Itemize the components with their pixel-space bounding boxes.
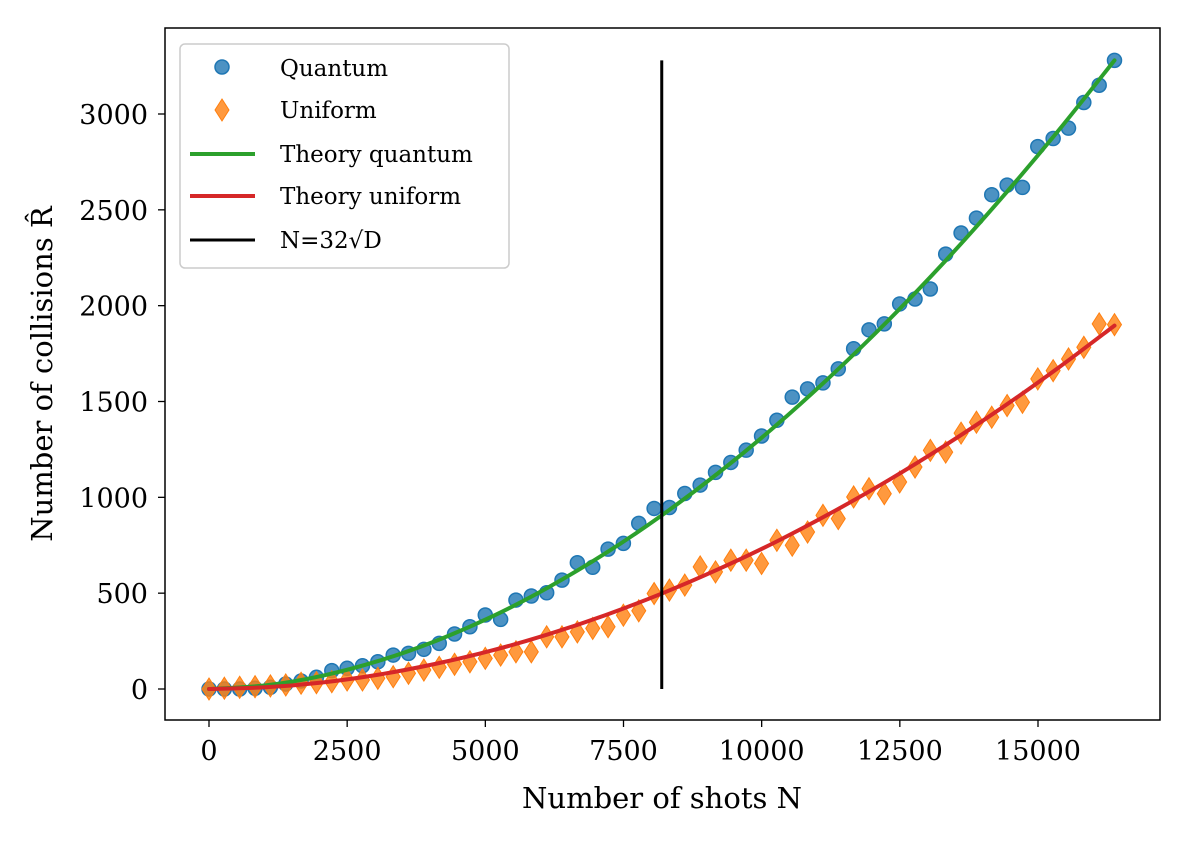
uniform-point	[523, 639, 539, 664]
theory-uniform-line	[207, 323, 1117, 691]
legend-label-uniform: Uniform	[280, 98, 377, 124]
uniform-point	[431, 655, 447, 680]
uniform-point	[354, 668, 371, 692]
x-axis-label: Number of shots N	[522, 781, 802, 815]
quantum-point	[784, 389, 800, 405]
legend-box	[179, 43, 510, 269]
quantum-point	[983, 186, 1000, 203]
legend: Quantum Uniform Theory quantum Theory un…	[179, 43, 510, 269]
uniform-point	[416, 658, 432, 682]
y-tick-label: 0	[131, 675, 148, 706]
y-tick-label: 2000	[79, 292, 148, 323]
y-tick-label: 1500	[79, 388, 148, 419]
y-tick-label: 3000	[79, 100, 148, 131]
legend-label-theory-uniform: Theory uniform	[280, 184, 461, 210]
x-tick-label: 10000	[719, 736, 805, 767]
y-axis-ticks: 0 500 1000 1500 2000 2500 3000	[79, 100, 165, 706]
uniform-point	[370, 666, 386, 691]
y-tick-label: 1000	[79, 483, 148, 514]
x-tick-label: 15000	[995, 736, 1081, 767]
uniform-point	[784, 533, 800, 558]
quantum-point	[922, 281, 939, 297]
y-tick-label: 2500	[79, 196, 148, 227]
uniform-point	[385, 664, 401, 689]
x-tick-label: 0	[200, 736, 217, 767]
x-tick-label: 7500	[589, 736, 658, 767]
plot-frame	[164, 27, 1161, 721]
quantum-point	[1014, 179, 1031, 196]
x-axis-ticks: 0 2500 5000 7500 10000 12500 15000	[200, 720, 1081, 767]
uniform-point	[753, 551, 770, 576]
uniform-point	[508, 639, 524, 664]
legend-marker-uniform	[214, 98, 230, 122]
uniform-point	[400, 661, 417, 686]
legend-marker-quantum	[214, 59, 230, 75]
legend-label-theory-quantum: Theory quantum	[280, 142, 473, 168]
uniform-point	[876, 481, 892, 506]
data-points	[201, 52, 1123, 701]
y-axis-label: Number of collisions R̂	[25, 205, 59, 542]
x-tick-label: 12500	[857, 736, 943, 767]
theory-quantum-line	[207, 58, 1117, 691]
y-tick-label: 500	[96, 579, 148, 610]
x-tick-label: 2500	[313, 736, 382, 767]
legend-label-threshold: N=32√D	[280, 228, 382, 254]
quantum-point	[646, 500, 662, 517]
legend-label-quantum: Quantum	[280, 56, 388, 82]
uniform-point	[600, 614, 616, 639]
x-tick-label: 5000	[451, 736, 520, 767]
